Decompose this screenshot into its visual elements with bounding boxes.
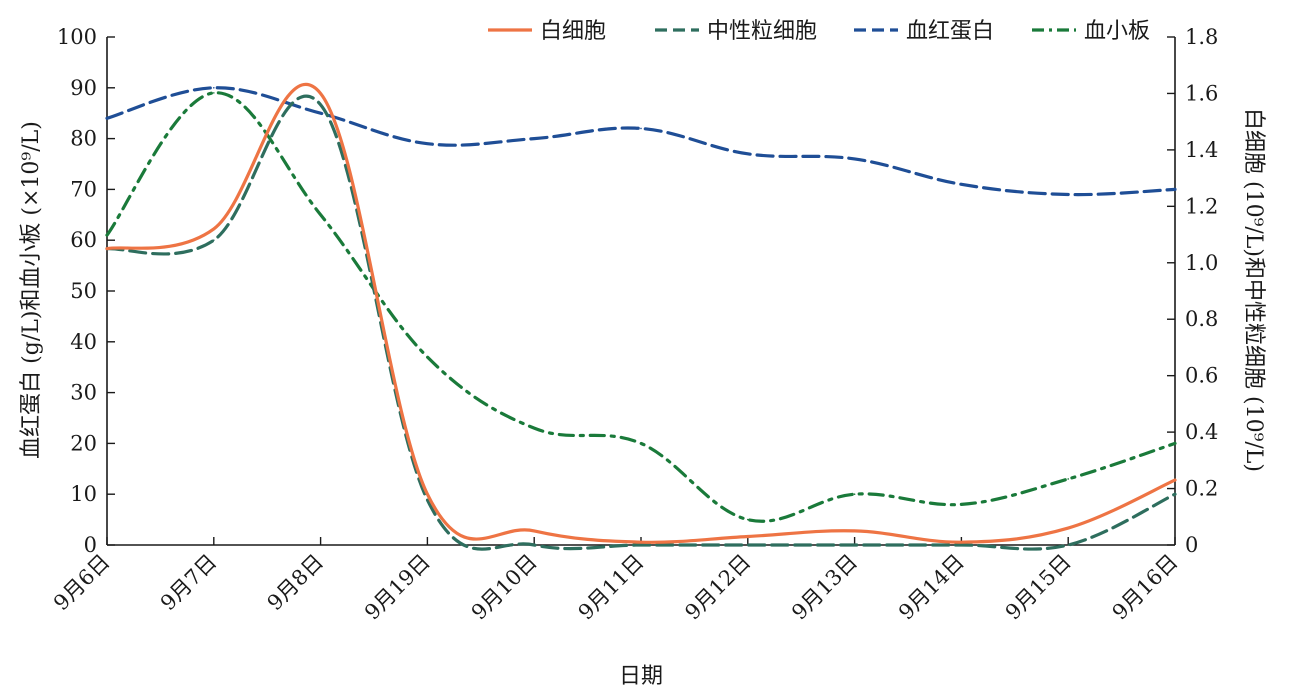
series-point-0 [1067,527,1069,529]
series-point-0 [319,92,322,95]
series-point-2 [960,183,963,186]
y-right-tick-label: 1.2 [1185,194,1218,218]
y-right-tick-label: 1.8 [1185,25,1218,49]
series-point-1 [640,544,642,546]
series-point-2 [213,87,215,89]
x-tick-label: 9月14日 [894,550,969,625]
series-point-2 [853,158,856,160]
series-point-1 [1067,544,1069,546]
y-right-tick-label: 1.4 [1185,138,1218,162]
x-tick-label: 9月16日 [1108,550,1183,625]
y-right-tick-label: 0.2 [1185,477,1218,501]
series-point-0 [213,228,215,230]
series-point-2 [319,112,322,114]
series-point-0 [106,247,108,250]
series-point-0 [747,535,749,538]
x-tick-label: 9月8日 [263,550,329,616]
y-axis-title-left: 血红蛋白 (g/L)和血小板 (×10⁹/L) [19,121,44,459]
y-left-tick-label: 10 [70,482,97,506]
x-tick-label: 9月10日 [467,550,542,625]
series-point-1 [213,239,215,241]
series-point-2 [1067,193,1069,196]
y-right-tick-label: 1.6 [1185,81,1218,105]
series-point-3 [213,92,215,94]
series-point-3 [319,214,322,216]
series-point-1 [319,103,322,106]
y-left-tick-label: 40 [70,330,97,354]
series-point-1 [960,544,963,546]
series-point-3 [426,356,429,358]
series-point-0 [640,541,642,543]
series-point-1 [853,544,856,546]
x-tick-label: 9月15日 [1001,550,1076,625]
series-point-2 [426,142,429,145]
x-tick-label: 9月13日 [787,550,862,625]
y-left-tick-label: 50 [70,279,97,303]
y-left-tick-label: 90 [70,76,97,100]
series-line-0 [105,82,1177,544]
series-point-0 [960,541,963,543]
series-point-3 [747,518,749,521]
legend: 白细胞 中性粒细胞 血红蛋白 血小板 [488,19,1150,44]
x-tick-label: 9月19日 [360,550,435,625]
y-right-tick-label: 0.8 [1185,307,1218,331]
series-point-3 [1067,478,1069,480]
series-point-1 [426,499,429,501]
series-point-2 [1174,188,1176,191]
y-left-tick-label: 0 [84,533,97,557]
series-line-3 [105,91,1177,523]
x-axis-title: 日期 [619,664,663,689]
x-tick-label: 9月6日 [49,550,115,616]
series-point-1 [1174,493,1176,496]
y-right-tick-label: 0.4 [1185,420,1218,444]
series-point-1 [533,544,535,546]
series-point-2 [747,153,749,155]
x-tick-label: 9月11日 [574,550,649,625]
y-right-tick-label: 1.0 [1185,251,1218,275]
y-left-tick-label: 80 [70,127,97,151]
legend-label-3: 血小板 [1084,19,1150,44]
series-point-3 [853,493,856,496]
series-point-0 [533,530,535,532]
series-point-3 [106,234,108,236]
y-left-tick-label: 70 [70,177,97,201]
y-right-tick-label: 0.6 [1185,364,1218,388]
x-tick-label: 9月7日 [156,550,222,616]
series-line-2 [105,86,1177,197]
series-point-2 [533,137,535,140]
y-left-tick-label: 20 [70,431,97,455]
legend-label-0: 白细胞 [540,19,606,44]
series-point-2 [106,117,108,120]
series-line-1 [105,94,1177,551]
y-left-tick-label: 60 [70,228,97,252]
y-right-tick-label: 0 [1185,533,1198,557]
series-point-3 [1174,442,1176,445]
legend-label-1: 中性粒细胞 [707,19,817,44]
y-left-tick-label: 30 [70,381,97,405]
series-point-2 [640,127,642,130]
series-point-3 [533,427,535,429]
y-left-tick-label: 100 [57,25,97,49]
legend-label-2: 血红蛋白 [906,19,994,44]
y-axis-title-right: 白细胞 (10⁹/L)和中性粒细胞 (10⁹/L) [1241,108,1266,472]
series-point-3 [640,442,642,445]
series-layer [105,82,1177,551]
series-point-0 [853,530,856,532]
series-point-1 [747,544,749,546]
series-point-3 [960,503,963,506]
series-point-0 [1174,479,1176,481]
x-tick-label: 9月12日 [680,550,755,625]
series-point-0 [426,493,429,496]
